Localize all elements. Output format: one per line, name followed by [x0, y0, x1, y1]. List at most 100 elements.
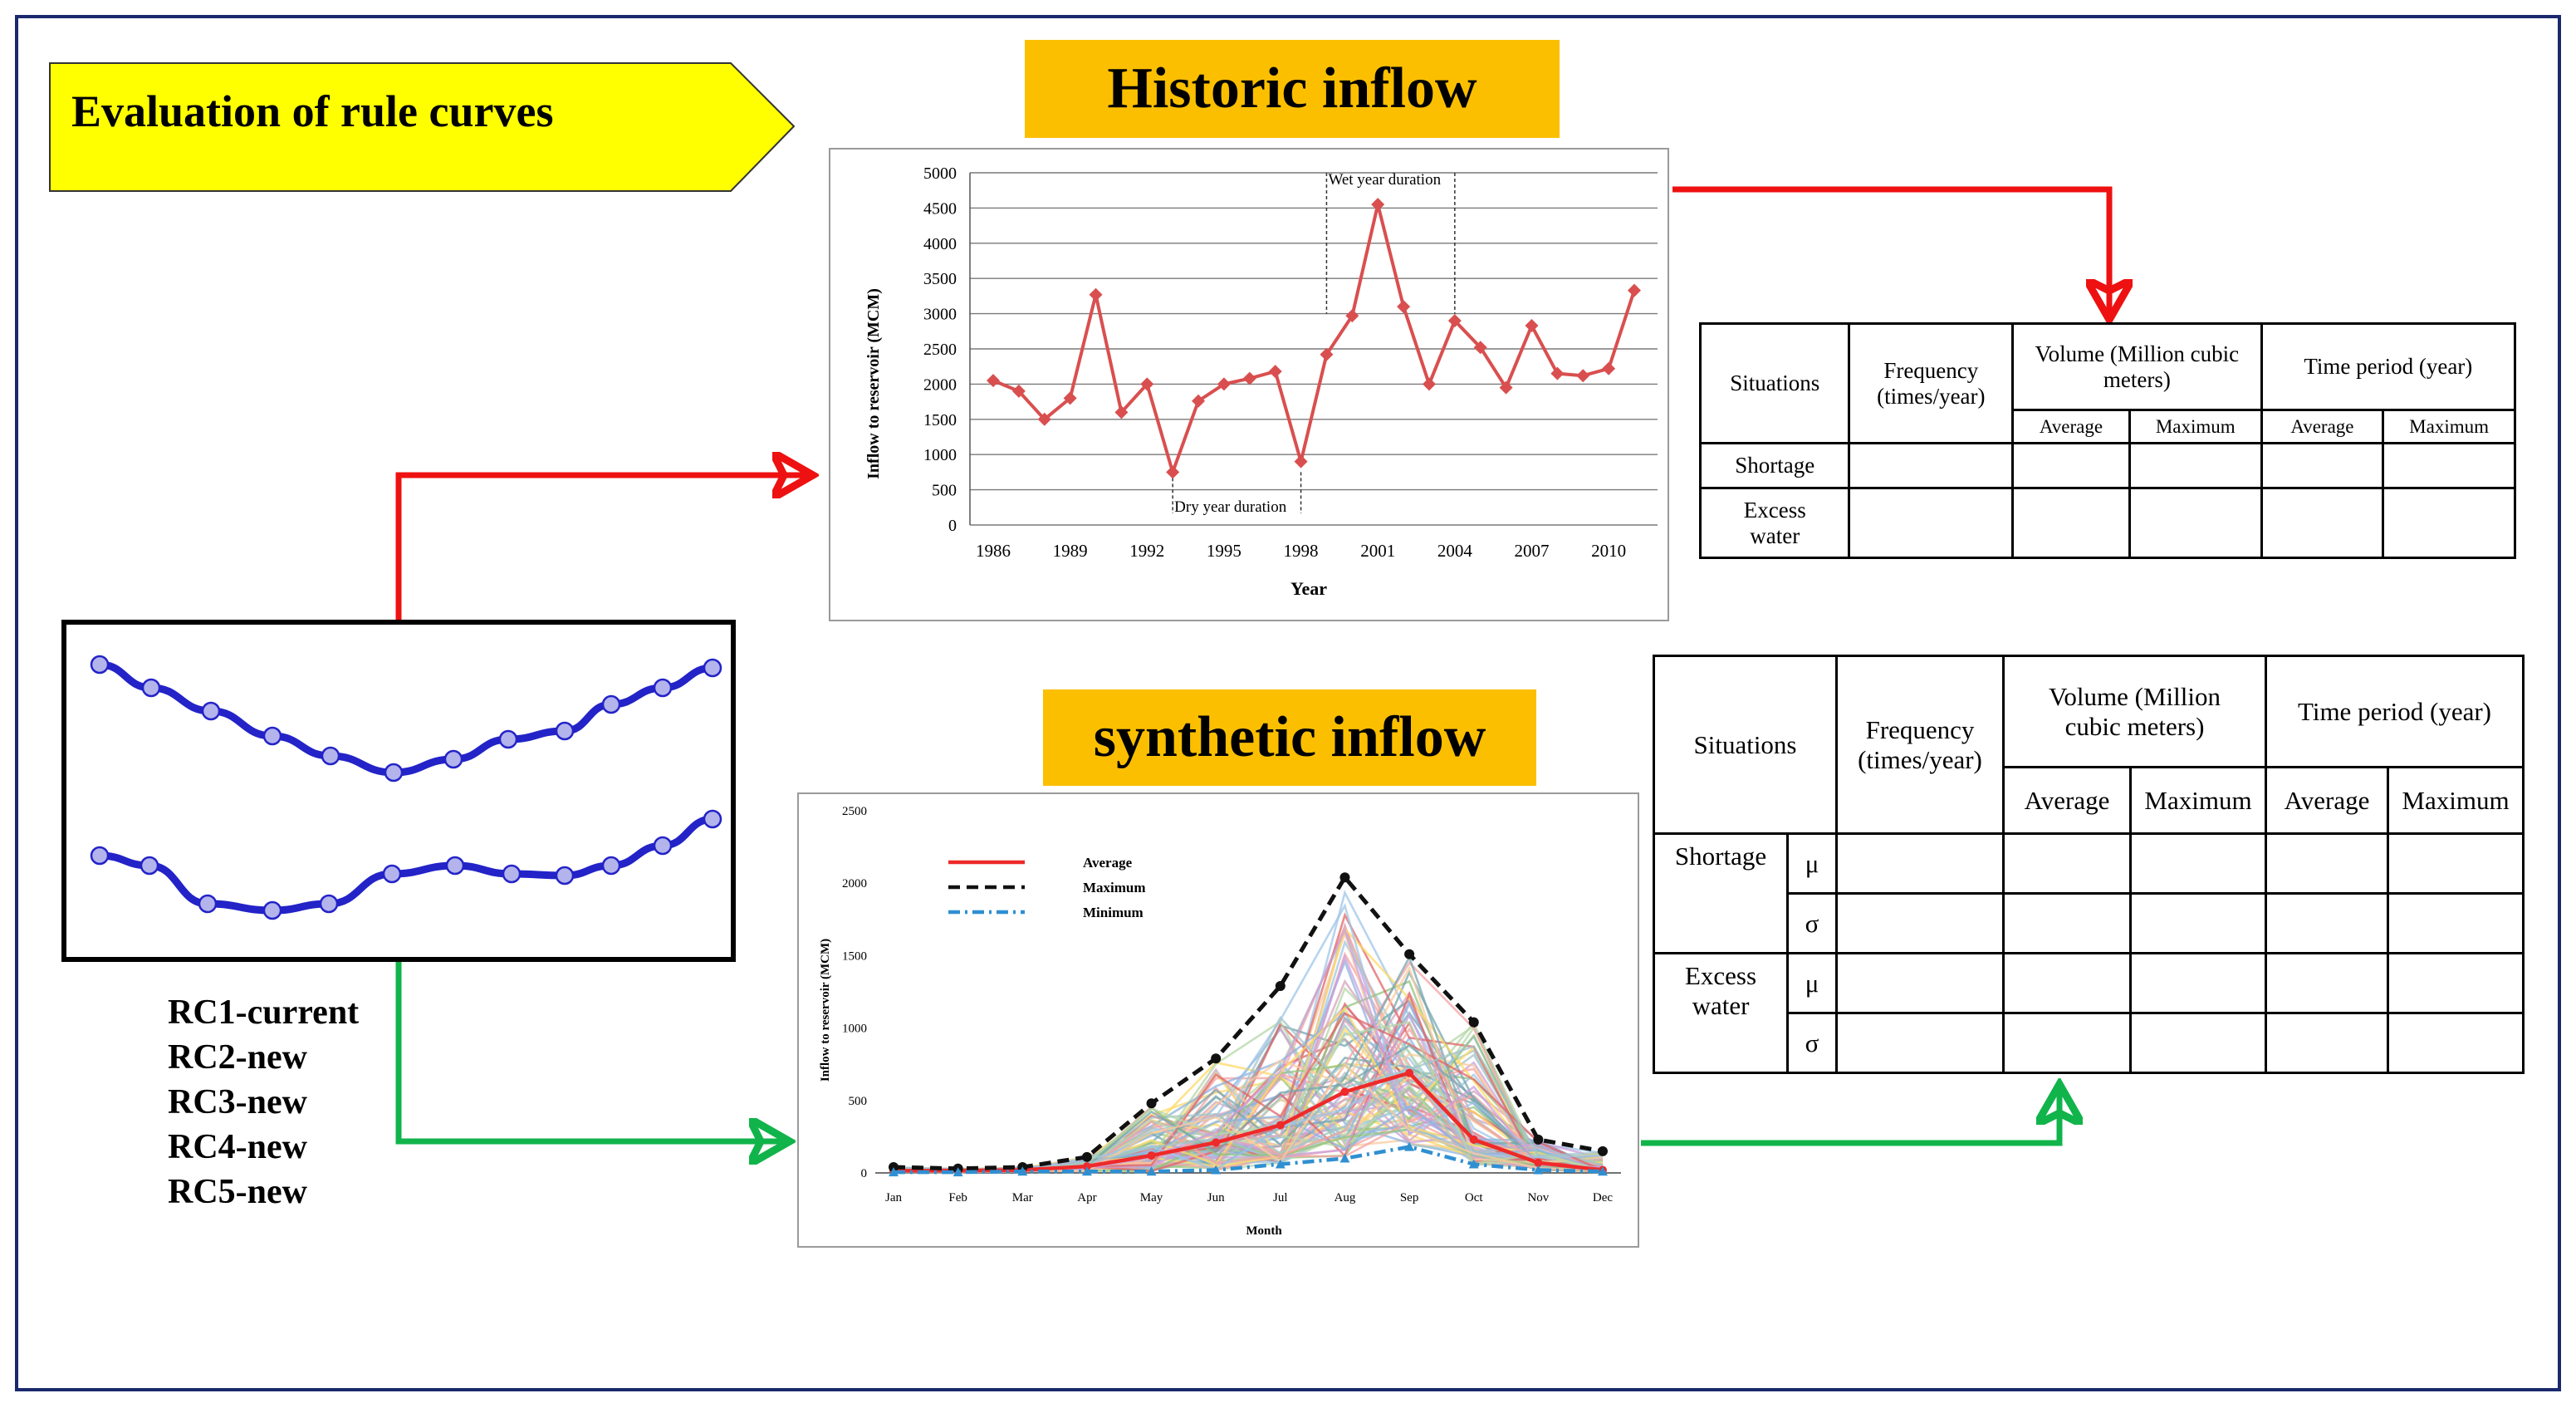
table-header-average: Average	[2265, 766, 2389, 835]
table-cell	[2265, 832, 2389, 895]
table-cell	[2011, 442, 2131, 489]
rule-curve-point	[498, 729, 518, 749]
synthetic-maximum-point	[1598, 1146, 1608, 1156]
historic-inflow-title: Historic inflow	[1025, 40, 1560, 138]
table-cell	[2002, 832, 2132, 895]
rule-curve-point	[321, 746, 340, 766]
historic-inflow-line	[992, 204, 1636, 478]
rule-curve-point	[198, 894, 218, 914]
rule-curve-line	[95, 660, 717, 777]
historic-data-point	[1371, 198, 1385, 212]
synthetic-inflow-title: synthetic inflow	[1043, 689, 1536, 786]
table-cell	[2129, 952, 2267, 1014]
historic-data-point	[1550, 366, 1565, 380]
outer-frame	[15, 15, 2561, 1391]
table-cell	[2387, 892, 2525, 954]
table-cell	[2129, 832, 2267, 895]
synthetic-x-axis-label: Month	[1246, 1224, 1282, 1238]
rule-curve-point	[141, 678, 161, 698]
synthetic-average-point	[1082, 1162, 1091, 1171]
table-cell	[1835, 952, 2005, 1014]
table-stat-symbol: σ	[1786, 892, 1838, 954]
synthetic-x-tick-label: May	[1140, 1191, 1163, 1204]
historic-x-tick-label: 1998	[1284, 541, 1319, 561]
synthetic-average-point	[1147, 1151, 1156, 1160]
historic-data-point	[1089, 287, 1103, 302]
synthetic-min-point	[1017, 1166, 1028, 1176]
synthetic-maximum-point	[889, 1162, 899, 1173]
historic-x-tick-label: 2007	[1514, 541, 1549, 561]
banner-arrow	[49, 62, 796, 192]
synthetic-min-point	[1404, 1141, 1415, 1151]
table-cell	[2387, 832, 2525, 895]
rule-curve-point	[653, 678, 673, 698]
historic-data-point	[1576, 369, 1590, 383]
synthetic-y-tick-label: 1500	[842, 949, 867, 963]
historic-x-tick-label: 2004	[1437, 541, 1473, 561]
table-group-label: Shortage	[1653, 832, 1789, 954]
synthetic-min-point	[1211, 1165, 1222, 1175]
synthetic-min-point	[1598, 1166, 1608, 1176]
table-header-average: Average	[2002, 766, 2132, 835]
rule-curve-point	[140, 856, 159, 876]
synthetic-min-point	[953, 1167, 963, 1177]
synthetic-y-tick-label: 2000	[842, 877, 867, 890]
synthetic-x-tick-label: Oct	[1465, 1191, 1483, 1204]
historic-y-tick-label: 2000	[923, 375, 957, 394]
historic-data-point	[1037, 412, 1051, 426]
table-cell	[2387, 1012, 2525, 1074]
synthetic-average-point	[1212, 1138, 1221, 1147]
historic-x-tick-label: 1992	[1129, 541, 1164, 561]
table-cell	[2387, 952, 2525, 1014]
rule-curve-point	[443, 749, 463, 769]
synthetic-series-maximum	[893, 873, 1604, 1171]
synthetic-series-minimum	[894, 1145, 1604, 1175]
synthetic-x-tick-label: Jan	[885, 1191, 902, 1204]
table-header-time-period: Time period (year)	[2265, 655, 2525, 768]
rule-curve-label: RC5-new	[168, 1173, 307, 1211]
synthetic-y-tick-label: 500	[849, 1095, 868, 1108]
synthetic-average-point	[1469, 1135, 1478, 1144]
historic-y-tick-label: 1500	[923, 411, 957, 429]
historic-data-point	[1345, 309, 1359, 323]
table-stat-symbol: μ	[1786, 832, 1838, 895]
table-header-maximum: Maximum	[2128, 409, 2263, 444]
table-header-volume: Volume (Million cubic meters)	[2002, 655, 2267, 768]
table-cell	[2128, 487, 2263, 559]
historic-y-tick-label: 1000	[923, 446, 957, 464]
table-header-average: Average	[2011, 409, 2131, 444]
historic-data-point	[1114, 405, 1129, 419]
rule-curve-point	[502, 864, 522, 884]
table-stat-symbol: σ	[1786, 1012, 1838, 1074]
historic-data-point	[1242, 371, 1256, 385]
historic-x-axis-label: Year	[1290, 578, 1327, 599]
historic-x-tick-label: 1986	[976, 541, 1011, 561]
synthetic-results-table: Situations Frequency (times/year) Volume…	[1653, 655, 2525, 1074]
table-cell	[1835, 892, 2005, 954]
historic-data-point	[1166, 465, 1180, 479]
rule-curve-point	[653, 836, 673, 856]
synthetic-maximum-point	[1146, 1098, 1157, 1109]
rule-curve-label: RC4-new	[168, 1128, 307, 1166]
historic-y-tick-label: 4500	[923, 199, 957, 218]
synthetic-maximum-point	[1081, 1151, 1092, 1162]
historic-y-tick-label: 4000	[923, 235, 957, 253]
historic-data-point	[1628, 283, 1641, 297]
historic-data-point	[1294, 454, 1308, 469]
rule-curve-point	[382, 864, 402, 884]
historic-x-tick-label: 1989	[1053, 541, 1088, 561]
historic-data-point	[1192, 394, 1206, 408]
synthetic-maximum-point	[1211, 1053, 1222, 1064]
synthetic-x-tick-label: Dec	[1593, 1191, 1613, 1204]
synthetic-series-average	[894, 1071, 1604, 1173]
historic-data-point	[1473, 341, 1487, 355]
table-cell	[2260, 487, 2385, 559]
historic-data-point	[1602, 361, 1616, 375]
rule-curve-point	[601, 694, 621, 714]
historic-y-tick-label: 3000	[923, 306, 957, 324]
historic-x-tick-label: 2010	[1591, 541, 1626, 561]
table-header-maximum: Maximum	[2387, 766, 2525, 835]
table-cell	[2265, 1012, 2389, 1074]
table-cell	[1848, 487, 2015, 559]
historic-data-point	[1140, 377, 1154, 391]
